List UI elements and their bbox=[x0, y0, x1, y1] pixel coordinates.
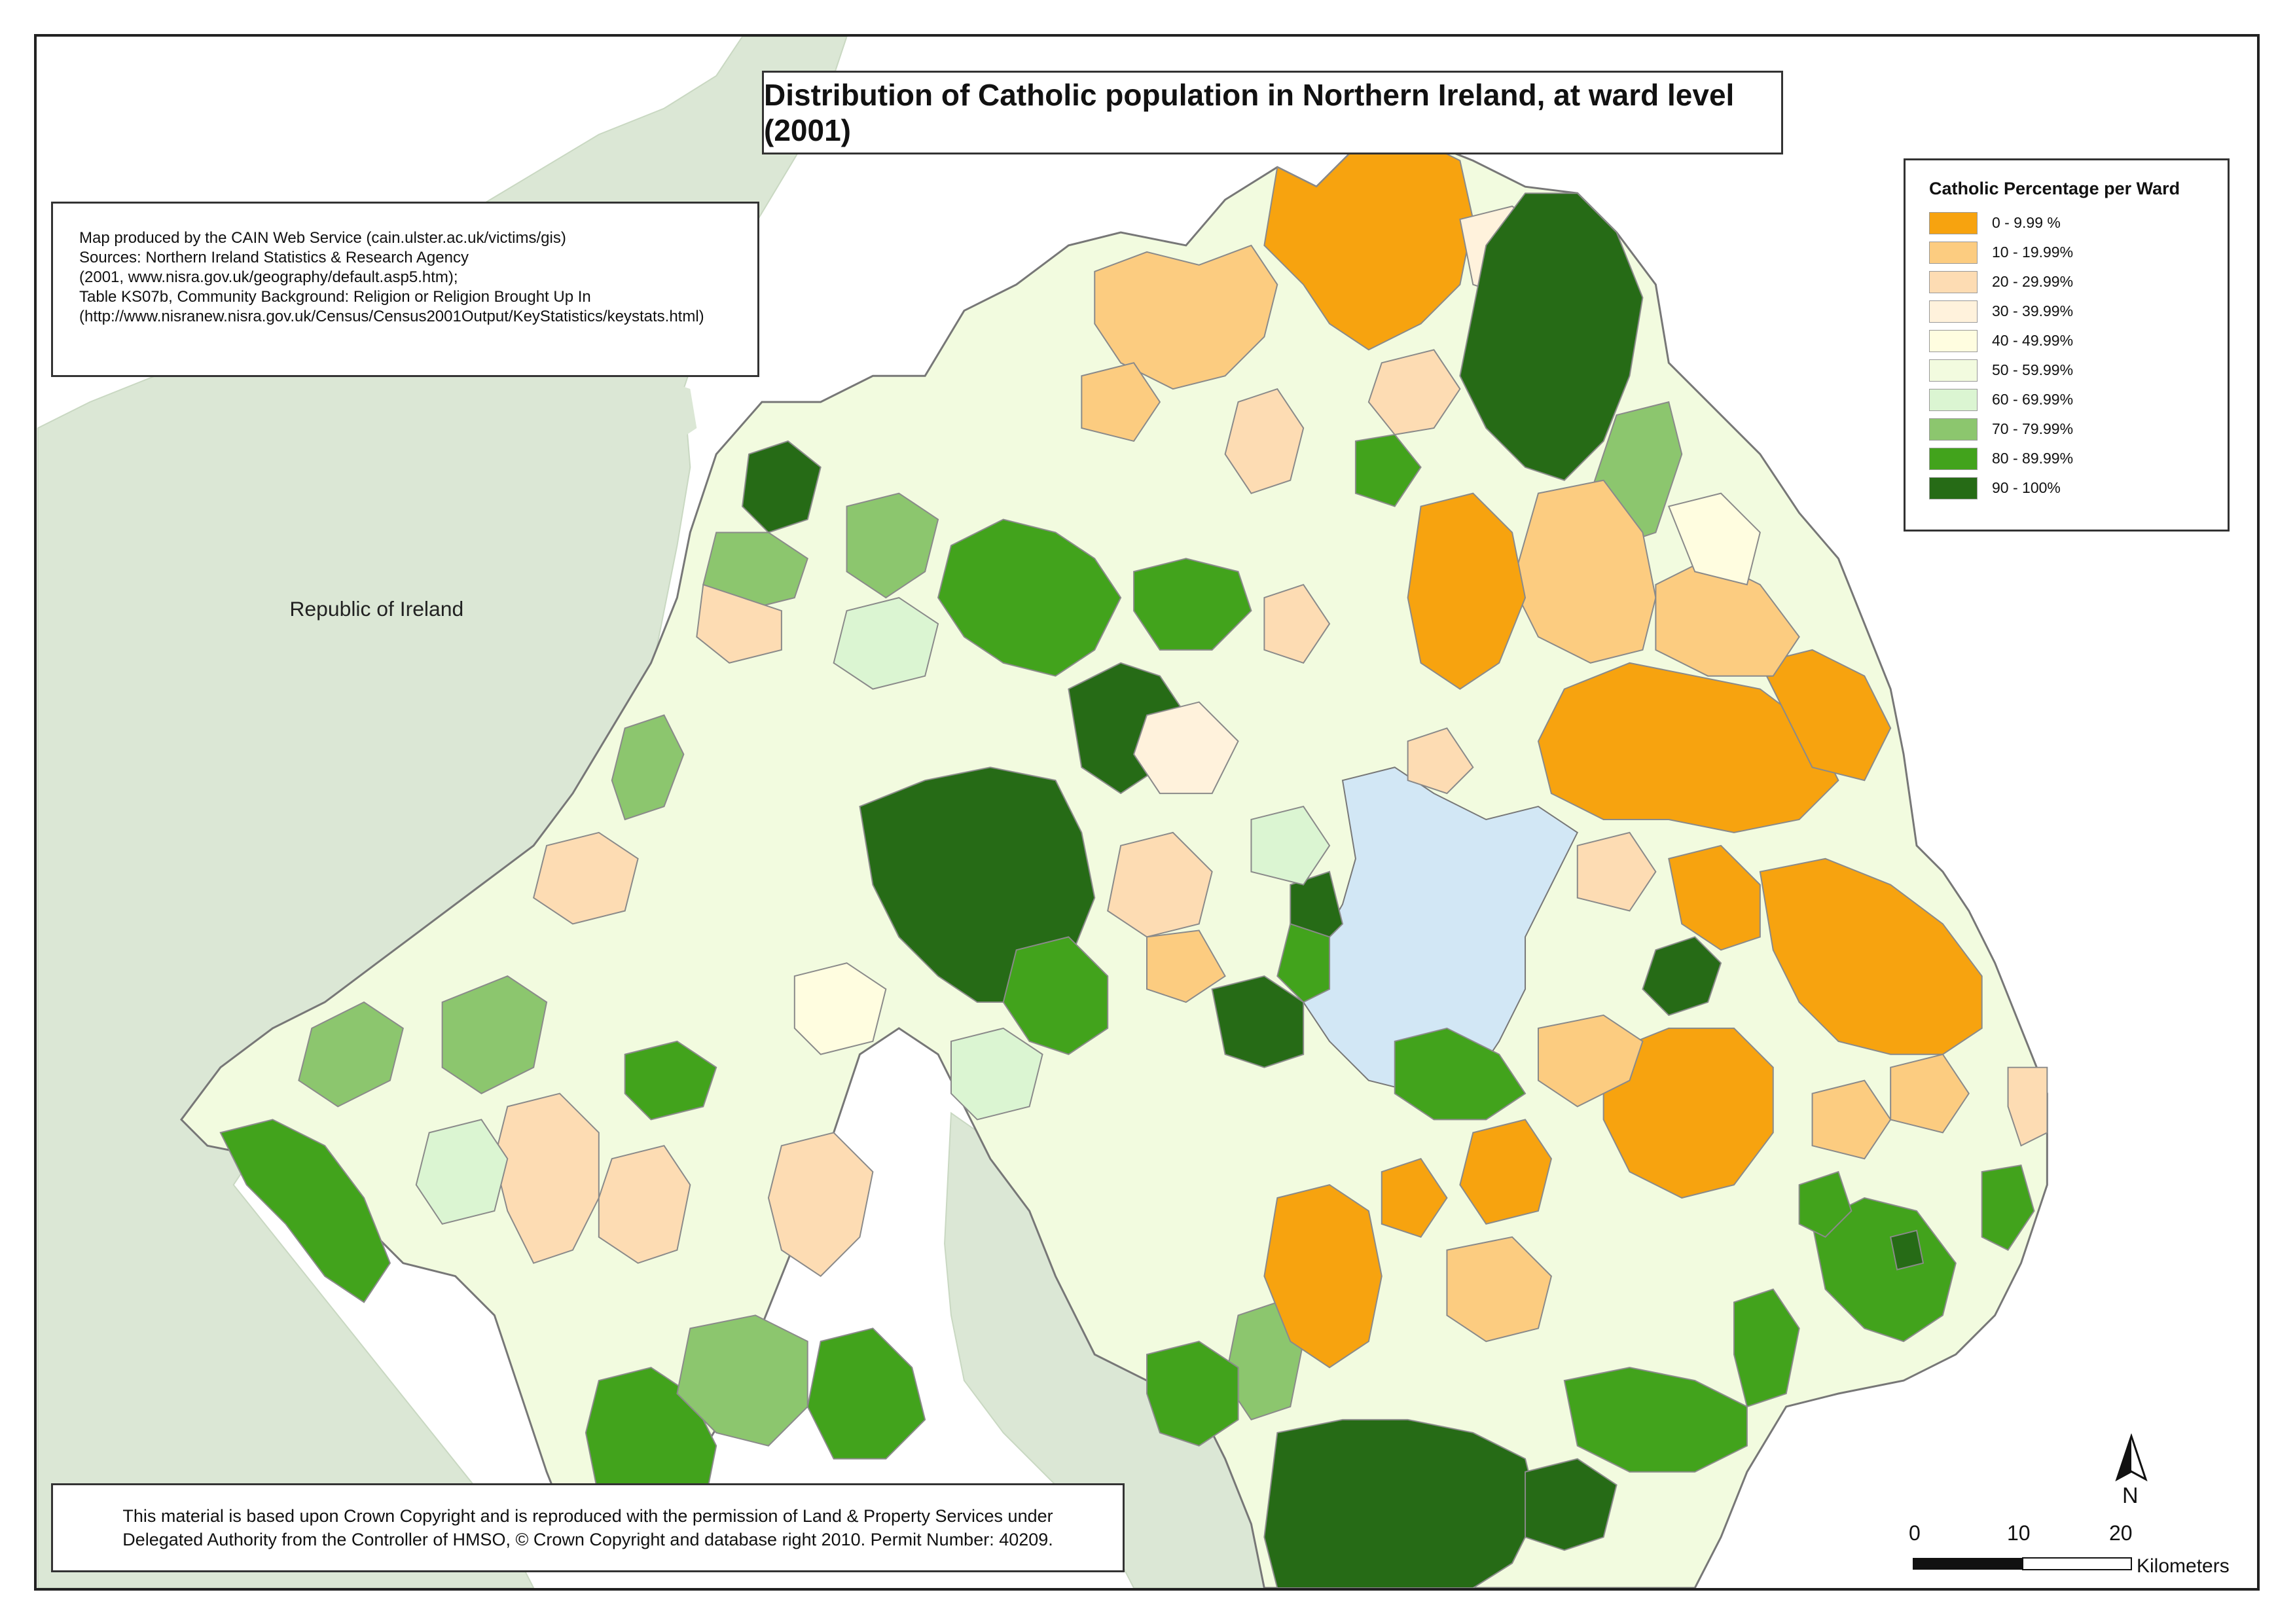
legend-item: 70 - 79.99% bbox=[1929, 414, 2204, 444]
scale-unit: Kilometers bbox=[2137, 1555, 2230, 1577]
legend-swatch bbox=[1929, 418, 1978, 441]
legend-swatch bbox=[1929, 211, 1978, 234]
north-label: N bbox=[2122, 1483, 2139, 1508]
copyright-line: Delegated Authority from the Controller … bbox=[122, 1530, 1053, 1549]
legend-label: 80 - 89.99% bbox=[1992, 450, 2074, 467]
legend-item: 30 - 39.99% bbox=[1929, 297, 2204, 326]
copyright-line: This material is based upon Crown Copyri… bbox=[122, 1506, 1053, 1526]
legend-label: 0 - 9.99 % bbox=[1992, 214, 2061, 231]
legend-label: 90 - 100% bbox=[1992, 479, 2061, 496]
legend-item: 90 - 100% bbox=[1929, 473, 2204, 503]
legend-swatch bbox=[1929, 447, 1978, 470]
scale-bar: 0 10 20 Kilometers bbox=[1909, 1521, 2230, 1587]
legend-item: 20 - 29.99% bbox=[1929, 267, 2204, 297]
legend-swatch bbox=[1929, 270, 1978, 293]
legend-swatch bbox=[1929, 477, 1978, 499]
legend-label: 60 - 69.99% bbox=[1992, 391, 2074, 408]
legend-swatch bbox=[1929, 359, 1978, 382]
scale-tick-label: 0 bbox=[1909, 1521, 1921, 1545]
map-title: Distribution of Catholic population in N… bbox=[764, 78, 1735, 147]
credit-line: (http://www.nisranew.nisra.gov.uk/Census… bbox=[79, 308, 704, 325]
map-frame: Republic of Ireland Distribution of Cath… bbox=[34, 34, 2260, 1591]
legend-label: 10 - 19.99% bbox=[1992, 244, 2074, 261]
islands bbox=[598, 376, 697, 454]
legend-item: 80 - 89.99% bbox=[1929, 444, 2204, 473]
credit-line: Table KS07b, Community Background: Relig… bbox=[79, 288, 591, 306]
legend-swatch bbox=[1929, 241, 1978, 264]
ward-regions bbox=[219, 134, 2048, 1588]
legend-title: Catholic Percentage per Ward bbox=[1929, 179, 2180, 198]
legend-swatch bbox=[1929, 329, 1978, 352]
credits-box: Map produced by the CAIN Web Service (ca… bbox=[51, 202, 759, 377]
scale-tick-label: 20 bbox=[2109, 1521, 2133, 1545]
north-arrow-icon bbox=[2115, 1433, 2148, 1482]
legend-swatch bbox=[1929, 300, 1978, 323]
legend-item: 40 - 49.99% bbox=[1929, 326, 2204, 355]
legend-item: 50 - 59.99% bbox=[1929, 355, 2204, 385]
republic-of-ireland-label: Republic of Ireland bbox=[289, 597, 463, 621]
scale-tick-label: 10 bbox=[2007, 1521, 2031, 1545]
credit-line: (2001, www.nisra.gov.uk/geography/defaul… bbox=[79, 268, 458, 286]
legend-label: 30 - 39.99% bbox=[1992, 302, 2074, 319]
islands bbox=[57, 558, 110, 611]
legend-label: 20 - 29.99% bbox=[1992, 273, 2074, 290]
legend-label: 70 - 79.99% bbox=[1992, 420, 2074, 437]
legend-item: 0 - 9.99 % bbox=[1929, 208, 2204, 238]
map-canvas: Republic of Ireland bbox=[37, 37, 2048, 1588]
north-arrow: N bbox=[2112, 1433, 2151, 1512]
credit-line: Map produced by the CAIN Web Service (ca… bbox=[79, 229, 566, 247]
legend-label: 50 - 59.99% bbox=[1992, 361, 2074, 378]
legend-swatch bbox=[1929, 388, 1978, 411]
legend-item: 10 - 19.99% bbox=[1929, 238, 2204, 267]
scale-bar-graphic bbox=[1913, 1557, 2132, 1570]
copyright-box: This material is based upon Crown Copyri… bbox=[51, 1483, 1125, 1572]
credit-line: Sources: Northern Ireland Statistics & R… bbox=[79, 249, 469, 266]
title-box: Distribution of Catholic population in N… bbox=[762, 71, 1783, 154]
legend-item: 60 - 69.99% bbox=[1929, 385, 2204, 414]
legend-label: 40 - 49.99% bbox=[1992, 332, 2074, 349]
legend: Catholic Percentage per Ward 0 - 9.99 % … bbox=[1904, 158, 2230, 532]
